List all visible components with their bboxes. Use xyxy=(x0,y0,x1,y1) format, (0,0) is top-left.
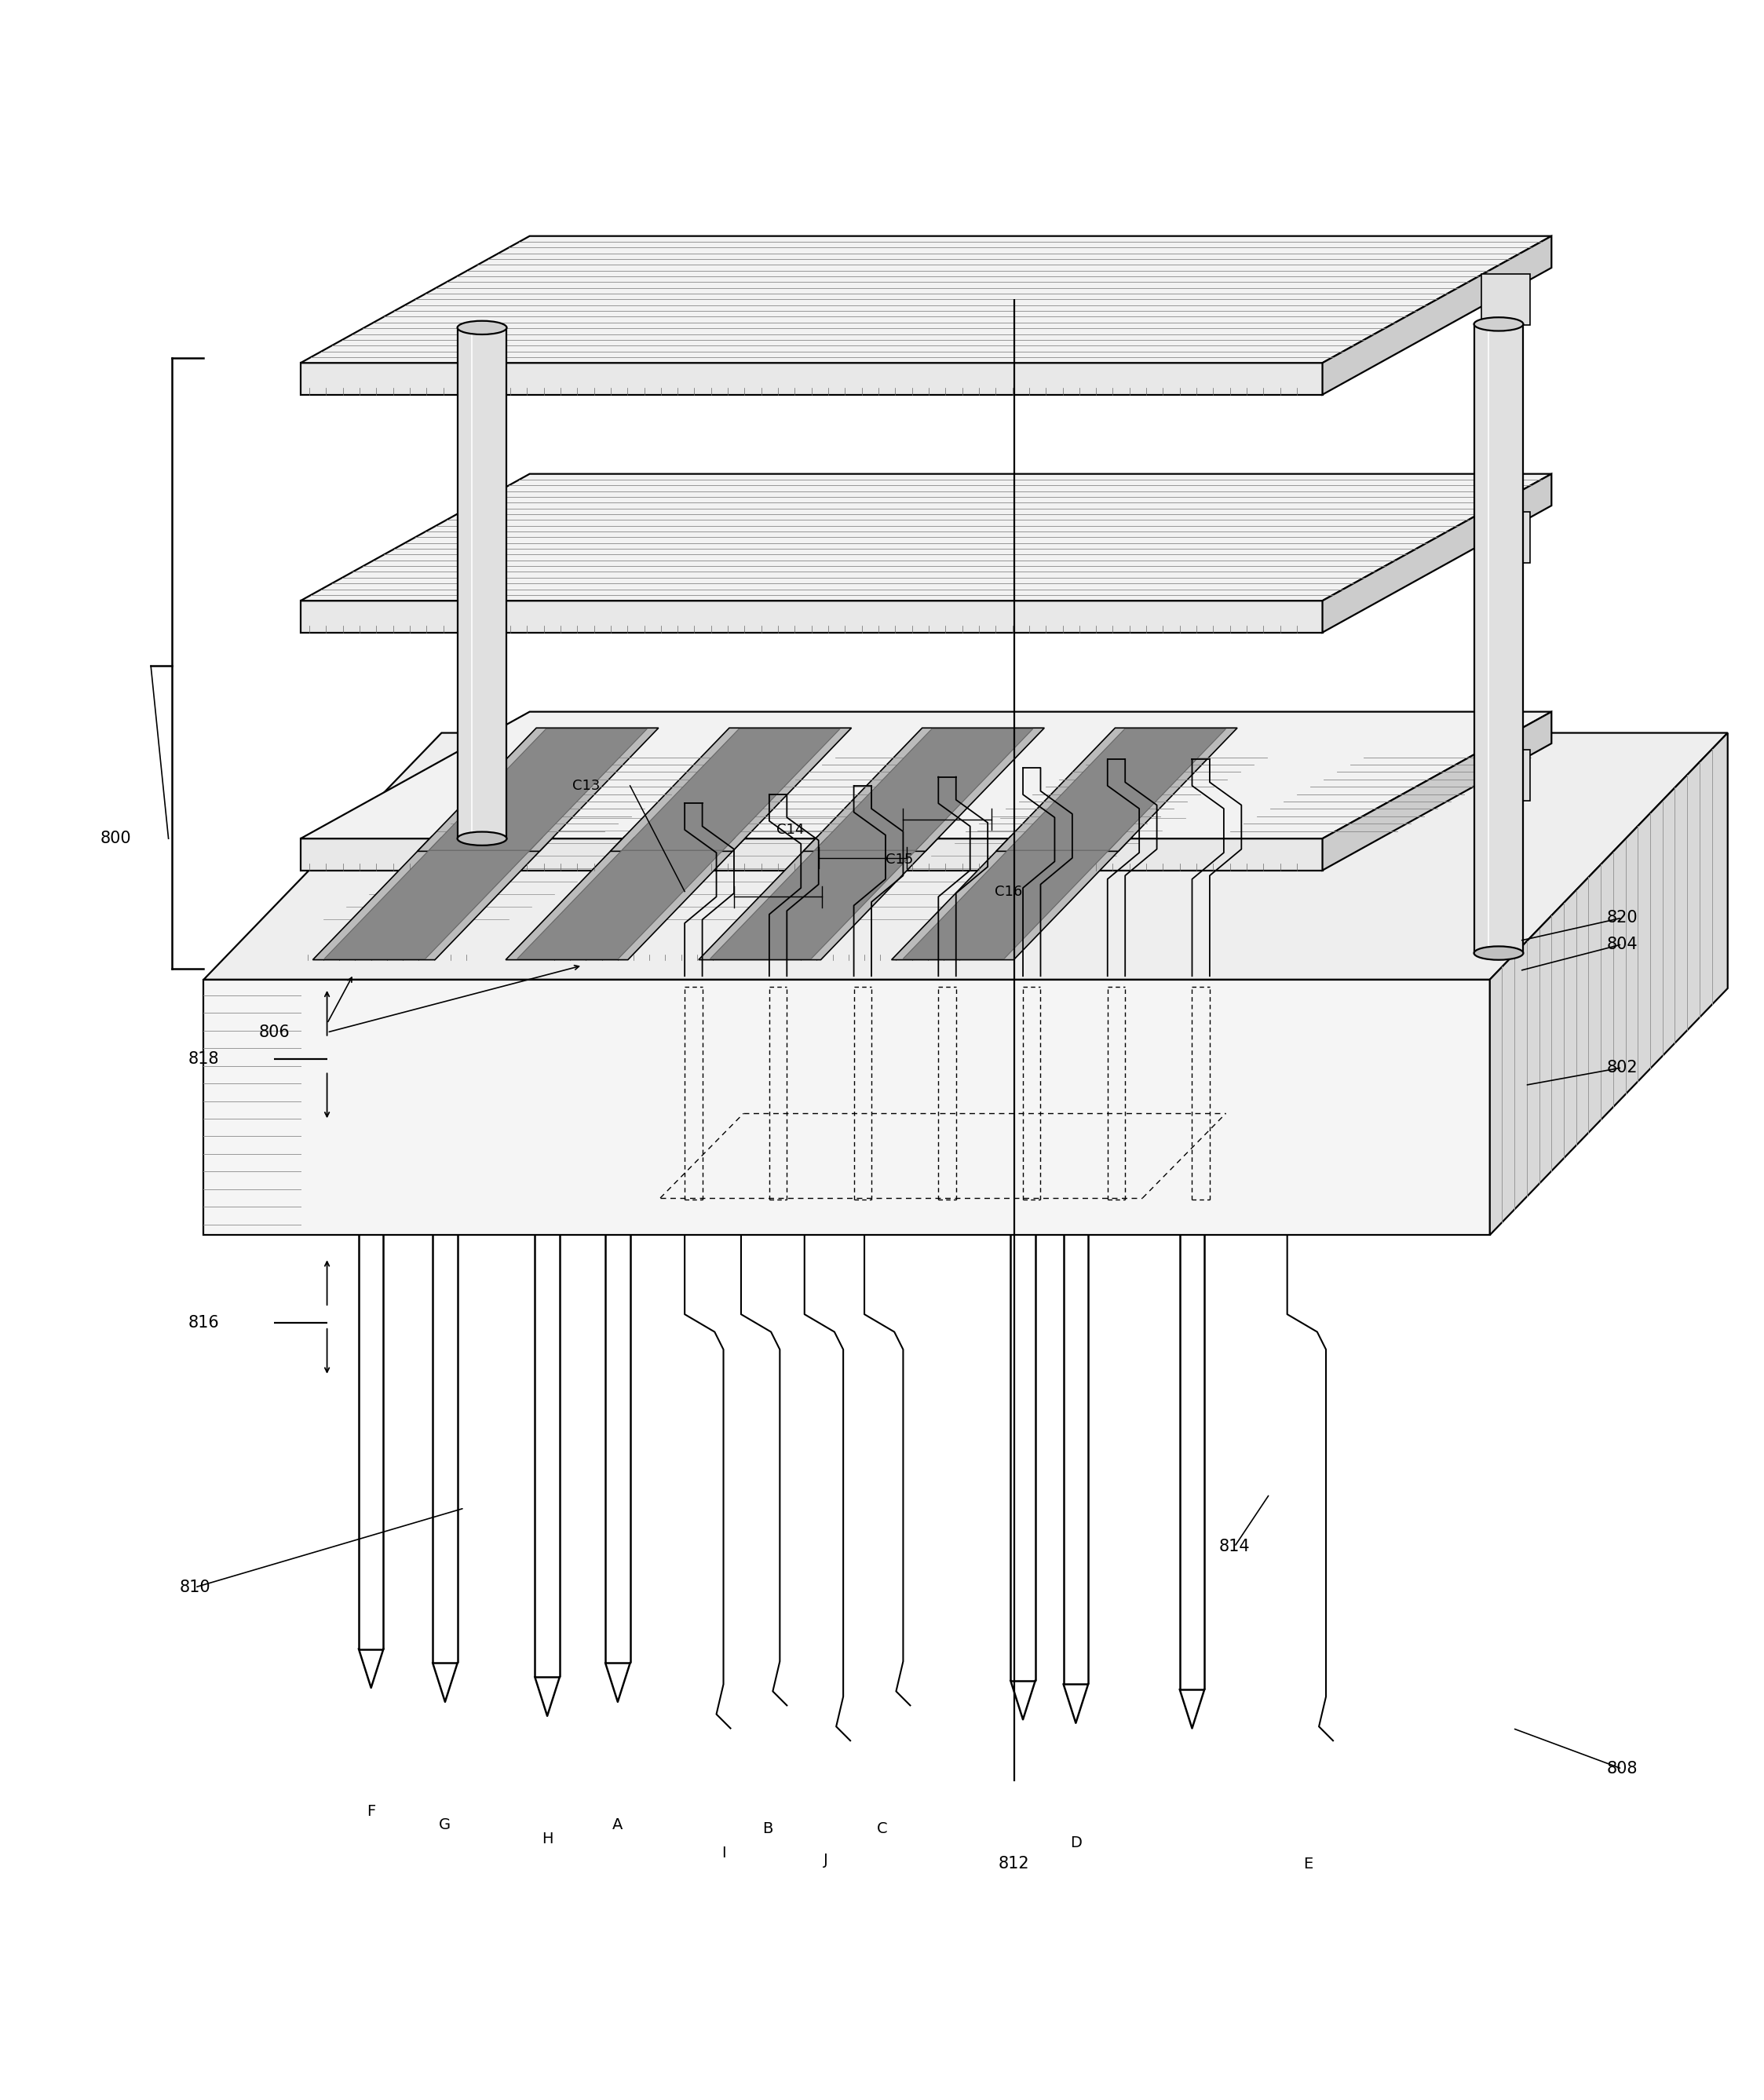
Text: F: F xyxy=(367,1804,376,1819)
Polygon shape xyxy=(547,804,961,932)
Polygon shape xyxy=(203,733,1727,979)
Polygon shape xyxy=(732,804,961,960)
Text: C16: C16 xyxy=(995,884,1023,899)
Polygon shape xyxy=(300,838,1323,869)
Text: C: C xyxy=(877,1821,887,1835)
Polygon shape xyxy=(711,838,928,960)
Polygon shape xyxy=(794,804,1208,932)
Polygon shape xyxy=(300,475,1552,601)
Polygon shape xyxy=(203,979,1491,1235)
Polygon shape xyxy=(794,932,979,960)
Polygon shape xyxy=(621,729,840,850)
Polygon shape xyxy=(699,836,940,960)
Polygon shape xyxy=(300,804,714,932)
Text: A: A xyxy=(612,1819,623,1833)
Text: 810: 810 xyxy=(180,1579,210,1596)
Polygon shape xyxy=(429,729,647,850)
Ellipse shape xyxy=(457,321,506,334)
Polygon shape xyxy=(1323,475,1552,632)
Polygon shape xyxy=(485,804,714,960)
Polygon shape xyxy=(300,932,485,960)
Ellipse shape xyxy=(1475,947,1524,960)
Polygon shape xyxy=(517,838,736,960)
Polygon shape xyxy=(891,836,1132,960)
Polygon shape xyxy=(815,729,1034,850)
Text: 802: 802 xyxy=(1607,1060,1637,1075)
Text: D: D xyxy=(1071,1835,1081,1850)
Text: 818: 818 xyxy=(189,1050,219,1067)
Text: B: B xyxy=(762,1821,773,1835)
Text: E: E xyxy=(1304,1856,1312,1871)
Text: 816: 816 xyxy=(189,1315,219,1331)
Polygon shape xyxy=(300,363,1323,395)
Text: 808: 808 xyxy=(1607,1762,1637,1777)
Polygon shape xyxy=(903,838,1122,960)
Ellipse shape xyxy=(457,832,506,846)
Polygon shape xyxy=(300,235,1552,363)
Polygon shape xyxy=(325,838,543,960)
Polygon shape xyxy=(1007,729,1226,850)
Polygon shape xyxy=(1482,750,1531,800)
Polygon shape xyxy=(506,836,746,960)
Bar xyxy=(457,328,506,838)
Polygon shape xyxy=(979,804,1208,960)
Ellipse shape xyxy=(1475,317,1524,332)
Text: G: G xyxy=(439,1819,452,1833)
Text: 812: 812 xyxy=(998,1856,1030,1871)
Polygon shape xyxy=(997,729,1237,850)
Polygon shape xyxy=(418,729,658,850)
Text: J: J xyxy=(824,1852,827,1867)
Text: C14: C14 xyxy=(776,823,804,836)
Polygon shape xyxy=(300,601,1323,632)
Text: 814: 814 xyxy=(1219,1539,1251,1554)
Text: H: H xyxy=(542,1831,552,1846)
Polygon shape xyxy=(312,836,554,960)
Text: 806: 806 xyxy=(259,1025,289,1039)
Text: C15: C15 xyxy=(886,853,914,867)
Bar xyxy=(1475,323,1524,953)
Polygon shape xyxy=(1482,275,1531,326)
Polygon shape xyxy=(1482,512,1531,563)
Polygon shape xyxy=(803,729,1044,850)
Polygon shape xyxy=(1323,712,1552,869)
Polygon shape xyxy=(610,729,852,850)
Text: 820: 820 xyxy=(1607,909,1637,926)
Polygon shape xyxy=(1491,733,1727,1235)
Text: 800: 800 xyxy=(101,832,131,846)
Polygon shape xyxy=(1323,235,1552,395)
Text: C13: C13 xyxy=(572,779,600,794)
Text: I: I xyxy=(721,1846,725,1861)
Polygon shape xyxy=(547,932,732,960)
Polygon shape xyxy=(300,712,1552,838)
Text: 804: 804 xyxy=(1607,937,1637,951)
